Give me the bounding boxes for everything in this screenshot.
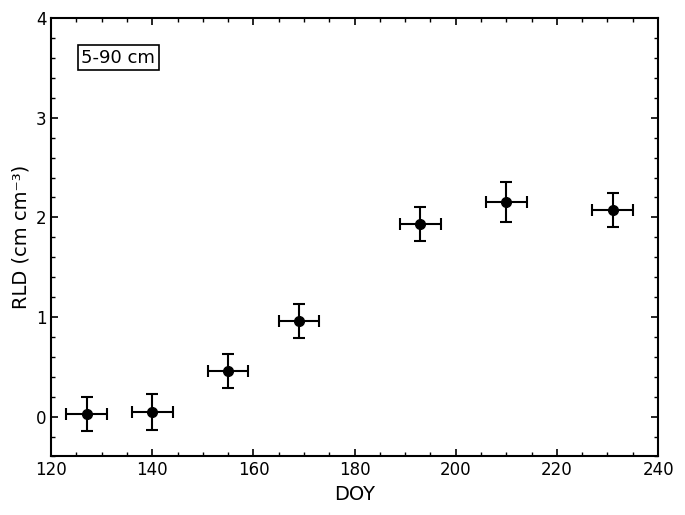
X-axis label: DOY: DOY (334, 485, 375, 504)
Y-axis label: RLD (cm cm⁻³): RLD (cm cm⁻³) (11, 165, 30, 310)
Text: 5-90 cm: 5-90 cm (82, 49, 155, 67)
